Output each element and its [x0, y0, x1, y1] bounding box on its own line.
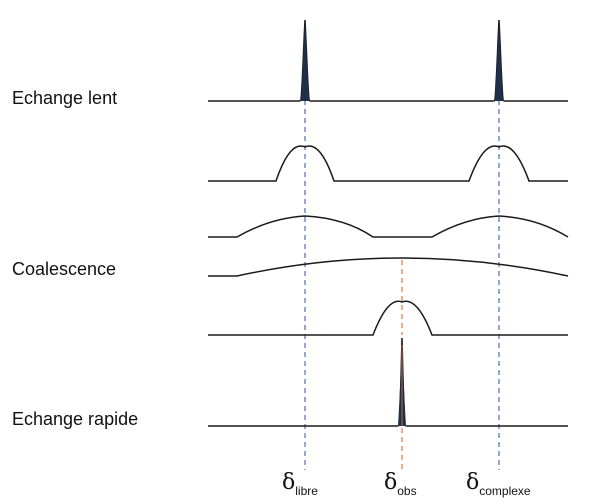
- delta-libre-subscript: libre: [295, 484, 318, 498]
- label-echange-rapide: Echange rapide: [12, 409, 139, 429]
- label-echange-lent: Echange lent: [12, 88, 118, 108]
- peak-libre-narrow: [301, 22, 309, 101]
- delta-complexe-label: δcomplexe: [466, 470, 531, 498]
- delta-complexe-subscript: complexe: [479, 484, 531, 498]
- delta-obs-symbol: δ: [384, 470, 398, 495]
- delta-libre-label: δlibre: [282, 470, 318, 498]
- delta-obs-label: δobs: [384, 470, 417, 498]
- spectrum-intermediate-2: [208, 215, 569, 238]
- spectrum-coalescence: [208, 257, 569, 277]
- delta-libre-symbol: δ: [282, 470, 296, 495]
- delta-obs-subscript: obs: [397, 484, 417, 498]
- label-coalescence: Coalescence: [12, 259, 117, 279]
- spectrum-intermediate-3: [208, 300, 568, 336]
- spectrum-intermediate-1: [208, 145, 568, 182]
- spectrum-echange-rapide: [208, 337, 568, 427]
- peak-complexe-narrow: [495, 22, 503, 101]
- spectrum-echange-lent: [208, 19, 568, 102]
- delta-complexe-symbol: δ: [466, 470, 480, 495]
